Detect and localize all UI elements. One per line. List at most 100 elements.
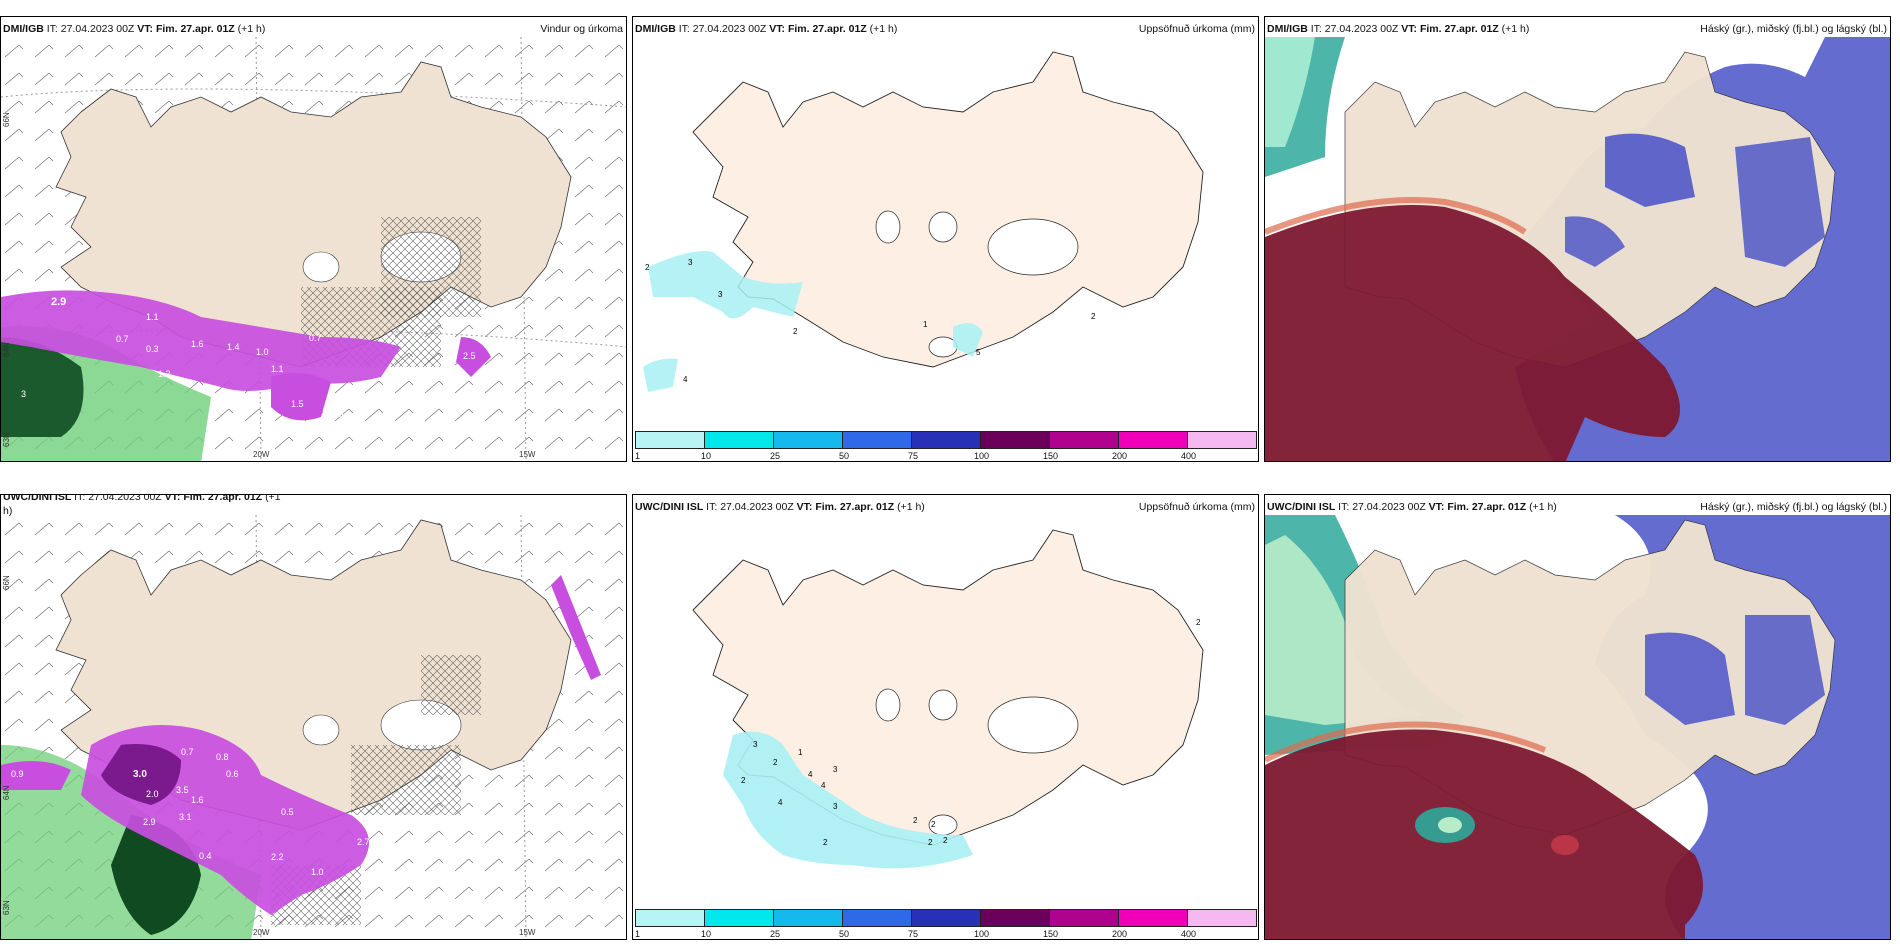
colorbar-tick: 1: [635, 929, 641, 939]
it-label: IT:: [1338, 501, 1350, 513]
colorbar-segment: [704, 909, 774, 927]
mid-cloud: [1265, 729, 1703, 939]
panel-title: Háský (gr.), miðský (fj.bl.) og lágský (…: [1700, 501, 1887, 513]
panel-title: Uppsöfnuð úrkoma (mm): [1138, 501, 1255, 513]
colorbar-tick: 25: [770, 929, 781, 939]
colorbar: 1 10 25 50 75 100 150 200 400: [635, 431, 1257, 461]
it-label: IT:: [706, 501, 718, 513]
lead-time: (+1 h): [869, 23, 898, 35]
panel-clouds-dmi: DMI/IGB IT: 27.04.2023 00Z VT: Fim. 27.a…: [1264, 16, 1891, 462]
source-label: DMI/IGB: [1267, 23, 1308, 35]
colorbar-segment: [980, 909, 1050, 927]
value-label: 0.8: [216, 752, 229, 762]
colorbar-segment: [842, 431, 912, 449]
value-label: 4: [778, 798, 783, 807]
value-label: 4: [683, 375, 688, 384]
value-label: 5: [976, 348, 981, 357]
lat-label-63: 63N: [2, 432, 11, 447]
colorbar-segment: [980, 431, 1050, 449]
value-label: 0.6: [226, 769, 239, 779]
valid-time: Fim. 27.apr. 01Z: [1419, 23, 1499, 35]
precip-purple: [1, 290, 401, 391]
colorbar-tick: 75: [908, 451, 919, 461]
value-label: 3.1: [179, 812, 192, 822]
panel-title: Háský (gr.), miðský (fj.bl.) og lágský (…: [1700, 23, 1887, 35]
panel-clouds-uwc: UWC/DINI ISL IT: 27.04.2023 00Z VT: Fim.…: [1264, 494, 1891, 940]
value-label: 0.9: [11, 769, 24, 779]
colorbar: 1 10 25 50 75 100 150 200 400: [635, 909, 1257, 939]
lead-time: (+1 h): [897, 501, 925, 513]
panel-header: UWC/DINI ISL IT: 27.04.2023 00Z VT: Fim.…: [1, 495, 626, 525]
colorbar-segment: [635, 909, 705, 927]
vt-label: VT:: [137, 23, 154, 35]
value-label: 3: [753, 740, 758, 749]
value-label: 3: [833, 765, 838, 774]
value-label: 0.3: [146, 344, 159, 354]
valid-time: Fim. 27.apr. 01Z: [787, 23, 867, 35]
panel-wind-precip-dmi: DMI/IGB IT: 27.04.2023 00Z VT: Fim. 27.a…: [0, 16, 627, 462]
vt-label: VT:: [796, 501, 813, 513]
panel-header: UWC/DINI ISL IT: 27.04.2023 00Z VT: Fim.…: [1265, 495, 1890, 515]
it-label: IT:: [74, 494, 86, 503]
lon-label-20: 20W: [253, 928, 270, 937]
colorbar-tick: 400: [1181, 929, 1197, 939]
value-label: 2.9: [143, 817, 156, 827]
value-label: 4: [821, 781, 826, 790]
colorbar-tick: 100: [974, 929, 990, 939]
valid-time: Fim. 27.apr. 01Z: [1447, 501, 1527, 513]
value-label: 1.6: [191, 795, 204, 805]
colorbar-tick: 50: [839, 929, 850, 939]
value-label: 2: [931, 820, 936, 829]
value-label: 1.5: [291, 399, 304, 409]
colorbar-segment: [1187, 909, 1257, 927]
source-label: UWC/DINI ISL: [3, 494, 72, 503]
colorbar-tick: 150: [1043, 451, 1059, 461]
colorbar-segment: [1049, 909, 1119, 927]
value-label: 2: [823, 838, 828, 847]
colorbar-tick: 200: [1112, 451, 1128, 461]
value-label: 2: [793, 327, 798, 336]
vt-label: VT:: [1401, 23, 1418, 35]
colorbar-segment: [1118, 431, 1188, 449]
colorbar-segment: [842, 909, 912, 927]
colorbar-tick: 100: [974, 451, 990, 461]
colorbar-segment: [911, 909, 981, 927]
value-label: 2: [943, 836, 948, 845]
colorbar-segment: [704, 431, 774, 449]
vt-label: VT:: [164, 494, 181, 503]
colorbar-tick: 75: [908, 929, 919, 939]
value-label: 1.2: [158, 369, 171, 379]
lat-label-64: 64N: [2, 342, 11, 357]
lon-label-15: 15W: [519, 928, 536, 937]
lead-time: (+1 h): [1501, 23, 1530, 35]
colorbar-tick: 400: [1181, 451, 1197, 461]
value-label: 1.0: [256, 347, 269, 357]
value-label: 2.9: [51, 296, 66, 308]
panel-header: DMI/IGB IT: 27.04.2023 00Z VT: Fim. 27.a…: [1265, 17, 1890, 37]
colorbar-segment: [635, 431, 705, 449]
cloud-map: [1265, 37, 1890, 461]
init-time: 27.04.2023 00Z: [60, 23, 135, 35]
colorbar-tick: 10: [701, 929, 712, 939]
lat-label-66: 66N: [2, 112, 11, 127]
value-label: 3: [833, 802, 838, 811]
value-label: 2.5: [463, 351, 476, 361]
valid-time: Fim. 27.apr. 01Z: [183, 494, 263, 503]
value-label: 1.6: [191, 339, 204, 349]
source-label: UWC/DINI ISL: [635, 501, 704, 513]
panel-header: DMI/IGB IT: 27.04.2023 00Z VT: Fim. 27.a…: [633, 17, 1258, 37]
value-label: 4: [808, 770, 813, 779]
value-label: 2.7: [357, 837, 370, 847]
colorbar-segment: [773, 431, 843, 449]
it-label: IT:: [46, 23, 58, 35]
value-label: 2: [928, 838, 933, 847]
value-label: 0.7: [181, 747, 194, 757]
value-label: 0.5: [281, 807, 294, 817]
wind-precip-map: 3.0 2.0 3.5 1.6 0.7 0.8 2.9 3.1 0.4 0.5 …: [1, 515, 626, 939]
lead-time-wrap: h): [3, 505, 13, 517]
colorbar-segment: [911, 431, 981, 449]
it-label: IT:: [1310, 23, 1322, 35]
vt-label: VT:: [1428, 501, 1445, 513]
value-label: 2: [1091, 312, 1096, 321]
lead-time: (+1 h): [1529, 501, 1557, 513]
